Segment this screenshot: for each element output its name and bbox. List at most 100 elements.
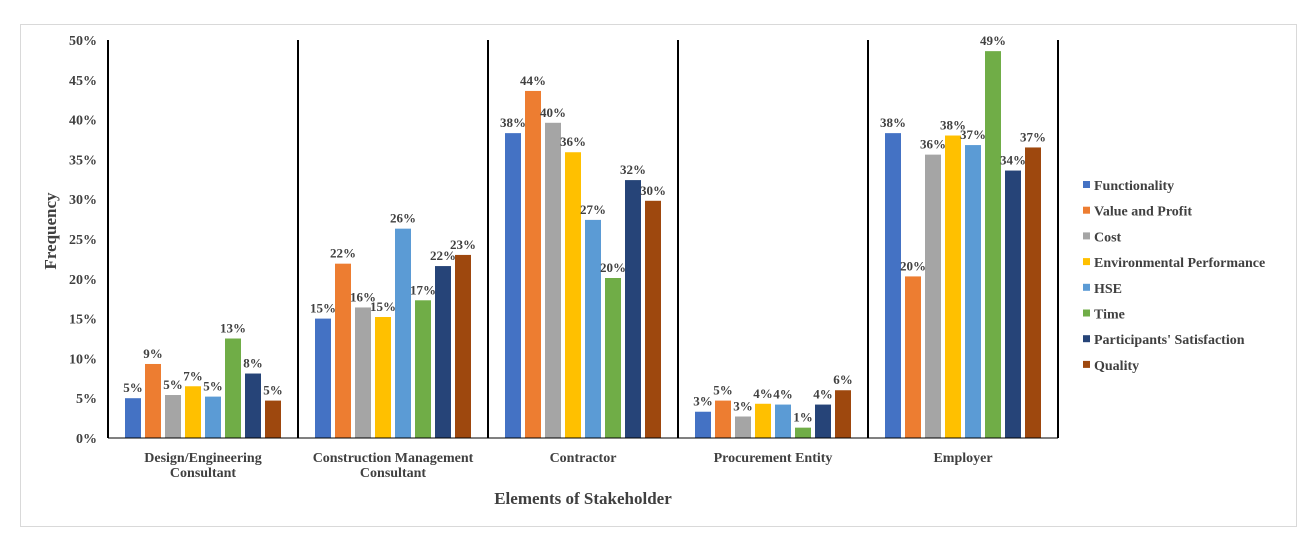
y-tick-label: 15% [69,313,97,328]
bar [965,145,981,438]
y-axis-ticks: 0% 5% 10% 15% 20% 25% 30% 35% 40% 45% 50% [69,34,97,447]
bar-value-label: 9% [143,346,163,361]
bar [165,395,181,438]
bar [715,400,731,438]
y-tick-label: 45% [69,74,97,89]
bar-value-label: 20% [900,258,926,273]
bar [565,152,581,438]
legend-label: Value and Profit [1094,205,1192,220]
y-tick-label: 20% [69,273,97,288]
x-category-label: Consultant [170,466,236,481]
bar-value-label: 5% [163,377,183,392]
bar-value-label: 23% [450,237,476,252]
bar [185,386,201,438]
bar [145,363,161,438]
legend-swatch [1083,181,1090,188]
bar [1005,170,1021,438]
bar-value-label: 38% [940,118,966,133]
bar [525,90,541,438]
y-tick-label: 30% [69,193,97,208]
bar-value-label: 5% [203,379,223,394]
bar-value-label: 22% [430,248,456,263]
bar [735,416,751,438]
y-tick-label: 40% [69,114,97,129]
y-tick-label: 5% [76,392,97,407]
bar-value-label: 38% [500,115,526,130]
bar-value-label: 4% [813,387,833,402]
bar-value-label: 5% [713,383,733,398]
bar [265,400,281,438]
x-category-label: Contractor [550,451,617,466]
bar [1025,147,1041,438]
legend-swatch [1083,283,1090,291]
bar [985,51,1001,438]
bar-value-label: 5% [263,383,283,398]
y-tick-label: 35% [69,153,97,168]
bar-value-label: 4% [773,387,793,402]
bar-value-label: 3% [693,394,713,409]
x-category-label: Consultant [360,466,426,481]
bar [695,411,711,438]
bar-value-label: 20% [600,260,626,275]
x-axis-title: Elements of Stakeholder [494,489,672,508]
bar-value-label: 27% [580,202,606,217]
legend-swatch [1083,232,1090,240]
legend-label: Functionality [1094,179,1174,194]
bar [905,276,921,438]
y-axis-title: Frequency [41,192,60,270]
legend-swatch [1083,258,1090,266]
bar [225,338,241,438]
bar [245,373,261,438]
bar [795,427,811,438]
bar [545,122,561,438]
y-tick-label: 0% [76,432,97,447]
data-labels: 5%9%5%7%5%13%8%5%15%22%16%15%26%17%22%23… [123,33,1046,425]
legend-label: Cost [1094,230,1122,245]
x-category-label: Construction Management [313,451,474,466]
bar [505,133,521,438]
bar [395,228,411,438]
bar [585,219,601,438]
bar [755,403,771,438]
legend-swatch [1083,206,1090,214]
bar [605,278,621,438]
legend-label: Participants' Satisfaction [1094,333,1245,348]
legend-label: HSE [1094,282,1122,297]
legend-swatch [1083,335,1090,343]
legend-swatch [1083,309,1090,317]
bar [625,180,641,438]
bar-value-label: 26% [390,211,416,226]
bar [205,396,221,438]
legend: Functionality Value and Profit Cost Environ… [1083,179,1265,374]
bar [775,404,791,438]
bar [815,404,831,438]
bar-value-label: 37% [1020,129,1046,144]
bar [885,133,901,438]
bar [455,254,471,438]
bar [335,263,351,438]
bar-value-label: 7% [183,368,203,383]
y-tick-label: 25% [69,233,97,248]
x-category-label: Design/Engineering [144,451,261,466]
bar-value-label: 15% [310,301,336,316]
bar-value-label: 34% [1000,153,1026,168]
bar [125,398,141,438]
bar-value-label: 32% [620,162,646,177]
bar [645,200,661,438]
bar [835,390,851,438]
bar-value-label: 22% [330,246,356,261]
bar-value-label: 4% [753,386,773,401]
bar-value-label: 49% [980,33,1006,48]
bar [355,307,371,438]
bar-value-label: 1% [793,410,813,425]
legend-label: Quality [1094,359,1139,374]
bar-value-label: 8% [243,356,263,371]
y-tick-label: 50% [69,34,97,49]
bar [375,317,391,438]
bar-value-label: 30% [640,183,666,198]
x-category-label: Employer [933,451,992,466]
bar-value-label: 6% [833,372,853,387]
bar [435,266,451,438]
